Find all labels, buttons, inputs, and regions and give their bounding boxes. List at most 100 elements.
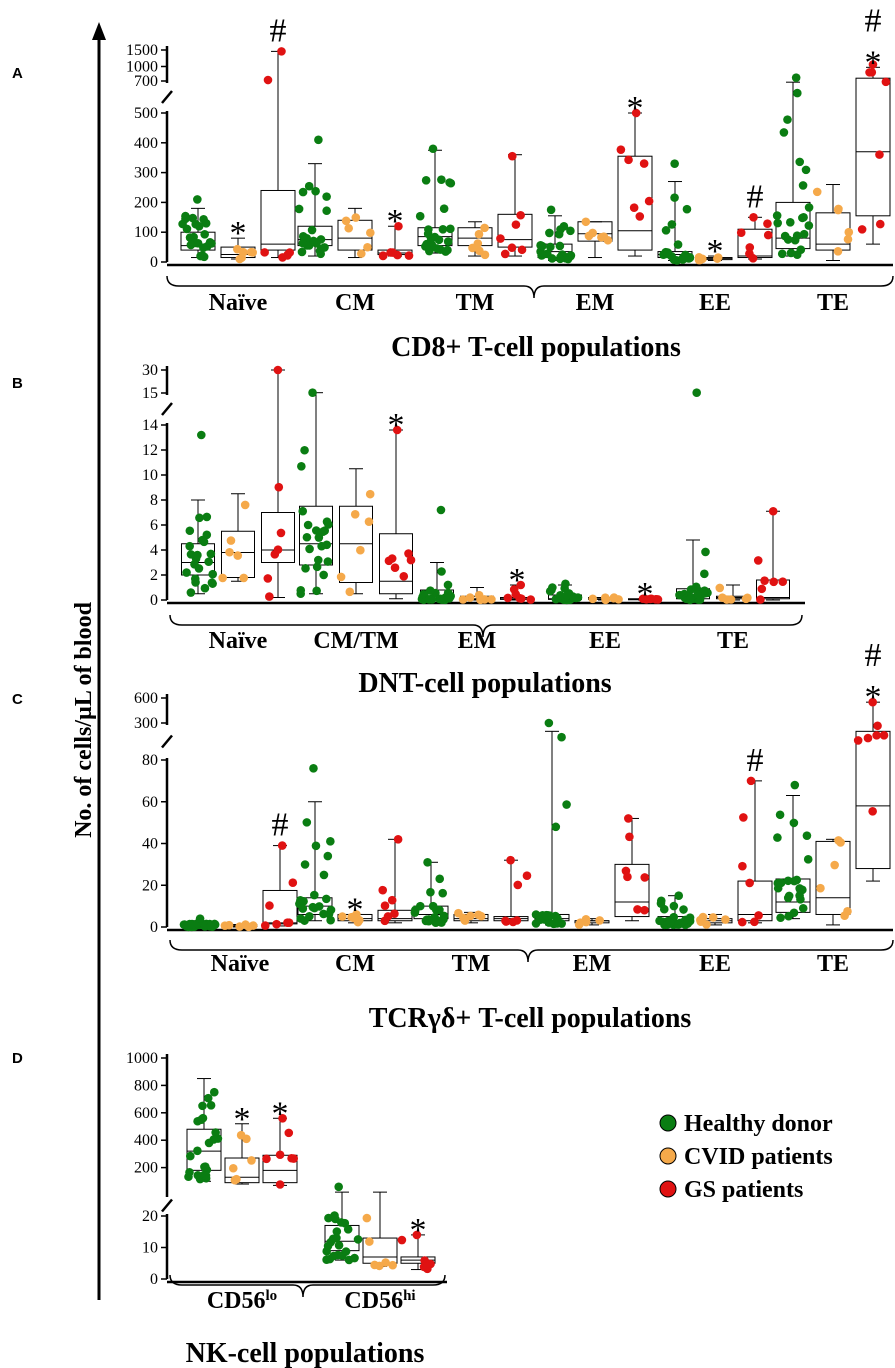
data-point	[298, 232, 308, 241]
box-iqr	[221, 530, 255, 578]
data-point	[796, 245, 806, 254]
panel-C: C 0 20 40 60 80 300 600 Naïve CM TM EM EE TE # * # # * TCRγ…	[12, 637, 894, 1034]
box-healthy-donor	[773, 780, 813, 923]
y-tick-label: 15	[142, 385, 158, 402]
data-point	[380, 901, 390, 911]
y-tick-label: 14	[142, 417, 158, 434]
population-title: DNT-cell populations	[358, 668, 611, 699]
data-point	[685, 913, 695, 922]
data-point	[308, 388, 317, 397]
data-point	[194, 222, 204, 231]
data-point	[682, 204, 692, 214]
y-tick-label: 4	[150, 542, 158, 559]
box-healthy-donor	[322, 1182, 363, 1265]
data-point	[776, 878, 786, 888]
data-point	[476, 911, 486, 921]
data-point	[193, 550, 202, 560]
star-annotation: *	[865, 44, 882, 81]
data-point	[263, 574, 273, 583]
panel-letter: B	[12, 375, 23, 392]
data-point	[692, 388, 702, 397]
data-point	[283, 918, 292, 927]
data-point	[780, 231, 790, 241]
data-point	[738, 861, 747, 871]
data-point	[345, 587, 355, 597]
data-point	[833, 205, 843, 215]
data-point	[378, 885, 388, 895]
star-annotation: *	[234, 1101, 251, 1138]
data-point	[300, 445, 309, 455]
data-point	[185, 233, 195, 242]
data-point	[435, 905, 444, 915]
data-point	[323, 557, 333, 566]
legend-item: CVID patients	[659, 1144, 833, 1170]
data-point	[791, 73, 801, 82]
data-point	[323, 1241, 333, 1251]
data-point	[350, 509, 360, 519]
data-point	[600, 593, 610, 602]
data-point	[509, 585, 519, 594]
panel-letter: D	[12, 1050, 23, 1067]
data-point	[296, 895, 305, 905]
y-tick-label: 300	[134, 715, 158, 732]
data-point	[301, 564, 310, 573]
data-point	[343, 1225, 353, 1234]
y-tick-label: 500	[134, 105, 158, 122]
data-point	[507, 243, 517, 253]
data-point	[458, 595, 468, 604]
data-point	[667, 220, 677, 229]
data-point	[205, 237, 215, 247]
axis-break-mark	[161, 90, 173, 104]
data-point	[844, 227, 854, 237]
data-point	[393, 835, 403, 844]
data-point	[422, 239, 432, 249]
data-point	[559, 221, 569, 231]
category-label: CM	[335, 951, 375, 977]
data-point	[745, 243, 755, 252]
data-point	[581, 217, 591, 227]
data-point	[812, 187, 822, 197]
data-point	[437, 175, 446, 184]
box-healthy-donor	[545, 579, 583, 605]
data-point	[741, 594, 751, 604]
axis-break-mark	[161, 734, 173, 749]
box-gs-patients	[853, 697, 891, 882]
data-point	[277, 47, 286, 56]
data-point	[276, 528, 286, 538]
data-point	[863, 733, 873, 743]
data-point	[779, 128, 789, 137]
data-point	[209, 1087, 219, 1097]
data-point	[314, 135, 323, 145]
data-point	[757, 584, 767, 594]
box-gs-patients	[262, 1113, 298, 1189]
box-healthy-donor	[178, 195, 216, 262]
box-cvid-patients	[218, 493, 255, 583]
box-cvid-patients	[362, 1191, 398, 1271]
y-tick-label: 400	[134, 1132, 158, 1149]
box-cvid-patients	[453, 908, 489, 925]
data-point	[326, 837, 335, 846]
data-point	[322, 192, 331, 201]
data-point	[406, 555, 416, 565]
data-point	[665, 918, 675, 928]
data-point	[623, 872, 632, 882]
data-point	[239, 573, 249, 583]
data-point	[364, 517, 374, 526]
data-point	[240, 500, 250, 510]
data-point	[419, 589, 428, 599]
data-point	[718, 593, 727, 602]
star-annotation: *	[637, 576, 654, 613]
data-point	[576, 918, 585, 928]
data-point	[289, 1154, 298, 1163]
data-point	[334, 1241, 344, 1250]
box-healthy-donor	[415, 144, 456, 256]
data-point	[305, 912, 314, 921]
data-point	[507, 151, 517, 161]
y-axis-title: No. of cells/µL of blood	[71, 601, 97, 837]
box-healthy-donor	[295, 764, 336, 925]
data-point	[302, 818, 312, 827]
data-point	[661, 226, 671, 235]
data-point	[778, 577, 788, 586]
data-point	[662, 249, 672, 259]
